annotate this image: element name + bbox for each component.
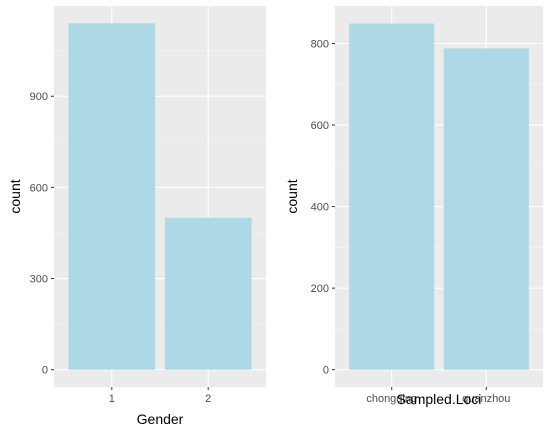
y-tick-label: 900 bbox=[30, 91, 48, 103]
y-tick-label: 0 bbox=[42, 365, 48, 377]
y-axis-title: count bbox=[284, 179, 300, 213]
x-tick-label: 1 bbox=[109, 393, 115, 405]
bar-quanzhou bbox=[443, 48, 529, 370]
y-tick-label: 200 bbox=[311, 283, 329, 295]
y-tick-label: 400 bbox=[311, 202, 329, 214]
x-tick-label: chongqing bbox=[366, 393, 417, 405]
x-tick-label: quanzhou bbox=[462, 393, 510, 405]
y-tick-label: 600 bbox=[30, 182, 48, 194]
chart-panel-2: 0 200 400 600 800 chongqing quanzhouSampled.Lo… bbox=[284, 6, 543, 407]
y-axis-title: count bbox=[7, 179, 23, 213]
y-tick-label: 600 bbox=[311, 120, 329, 132]
bar-chongqing bbox=[349, 23, 435, 370]
y-tick-label: 800 bbox=[311, 39, 329, 51]
chart-panel-1: 0 300 600 900 1 2 Gender count bbox=[7, 6, 266, 427]
x-tick-label: 2 bbox=[205, 393, 211, 405]
bar-2 bbox=[164, 217, 252, 370]
y-tick-label: 300 bbox=[30, 274, 48, 286]
bar-1 bbox=[68, 23, 156, 370]
x-axis-title: Gender bbox=[137, 411, 184, 427]
x-axis-title: Sampled.Loci bbox=[397, 391, 482, 407]
y-tick-label: 0 bbox=[323, 365, 329, 377]
